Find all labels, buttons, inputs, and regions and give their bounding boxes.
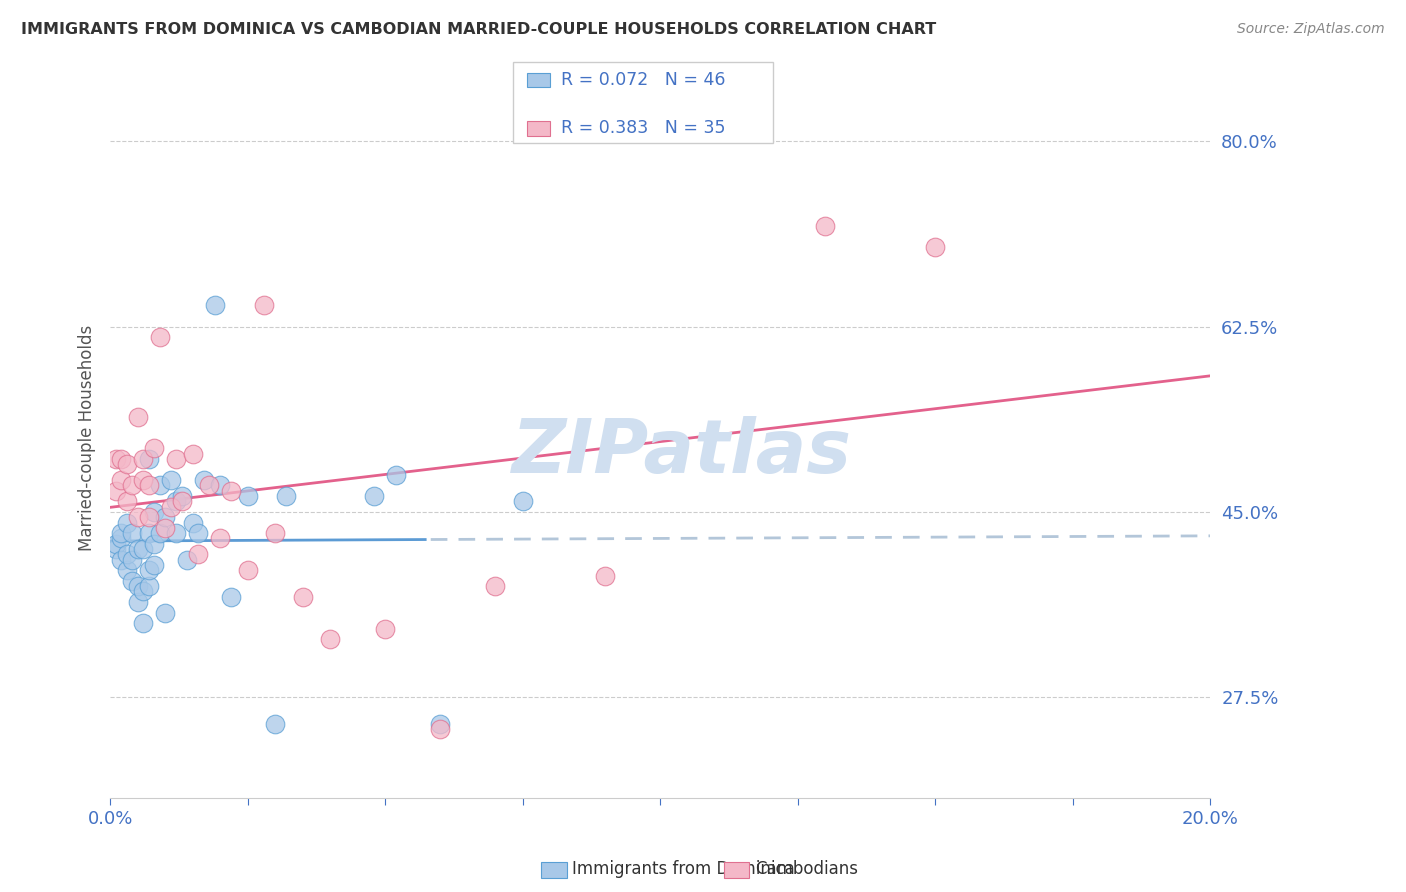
Point [165, 526, 187, 541]
Point [924, 240, 946, 254]
Point [593, 568, 616, 582]
Point [143, 442, 166, 456]
Point [127, 595, 149, 609]
Point [236, 489, 259, 503]
Point [143, 558, 166, 572]
Point [429, 717, 451, 731]
Point [204, 298, 226, 312]
Point [138, 526, 160, 541]
Point [104, 452, 127, 467]
Point [110, 552, 132, 566]
Point [236, 563, 259, 577]
Point [115, 494, 138, 508]
Point [127, 510, 149, 524]
Point [153, 606, 176, 620]
Point [138, 510, 160, 524]
Point [127, 542, 149, 557]
Point [193, 473, 215, 487]
Point [187, 547, 209, 561]
Text: Source: ZipAtlas.com: Source: ZipAtlas.com [1237, 22, 1385, 37]
Point [104, 537, 127, 551]
Point [429, 723, 451, 737]
Point [110, 532, 132, 546]
Point [115, 457, 138, 471]
Point [276, 489, 298, 503]
Point [159, 473, 181, 487]
Point [138, 579, 160, 593]
Point [165, 452, 187, 467]
Point [127, 579, 149, 593]
Point [143, 505, 166, 519]
Point [132, 542, 155, 557]
Point [121, 552, 143, 566]
Point [110, 473, 132, 487]
Point [153, 510, 176, 524]
Point [132, 452, 155, 467]
Point [115, 563, 138, 577]
Point [181, 516, 204, 530]
Point [219, 483, 242, 498]
Point [176, 552, 198, 566]
Point [170, 494, 193, 508]
Point [363, 489, 385, 503]
Text: Cambodians: Cambodians [755, 860, 858, 878]
Point [138, 563, 160, 577]
Point [181, 447, 204, 461]
Point [121, 526, 143, 541]
Point [121, 574, 143, 588]
Point [121, 478, 143, 492]
Point [159, 500, 181, 514]
Point [132, 473, 155, 487]
Point [149, 330, 172, 344]
Text: R = 0.072   N = 46: R = 0.072 N = 46 [561, 71, 725, 89]
Point [319, 632, 342, 647]
Point [264, 717, 287, 731]
Point [264, 526, 287, 541]
Point [253, 298, 276, 312]
Point [187, 526, 209, 541]
Point [110, 526, 132, 541]
Point [512, 494, 534, 508]
Point [138, 478, 160, 492]
Point [127, 409, 149, 424]
Point [138, 452, 160, 467]
Point [814, 219, 837, 233]
Point [209, 532, 232, 546]
Text: R = 0.383   N = 35: R = 0.383 N = 35 [561, 120, 725, 137]
Point [132, 616, 155, 631]
Point [143, 537, 166, 551]
Point [104, 483, 127, 498]
Point [385, 467, 408, 482]
Point [219, 590, 242, 604]
Point [149, 478, 172, 492]
Point [209, 478, 232, 492]
Text: IMMIGRANTS FROM DOMINICA VS CAMBODIAN MARRIED-COUPLE HOUSEHOLDS CORRELATION CHAR: IMMIGRANTS FROM DOMINICA VS CAMBODIAN MA… [21, 22, 936, 37]
Point [291, 590, 314, 604]
Point [110, 452, 132, 467]
Y-axis label: Married-couple Households: Married-couple Households [79, 325, 96, 551]
Text: Immigrants from Dominica: Immigrants from Dominica [572, 860, 794, 878]
Point [132, 584, 155, 599]
Point [165, 494, 187, 508]
Point [484, 579, 506, 593]
Point [374, 622, 396, 636]
Point [115, 547, 138, 561]
Point [149, 526, 172, 541]
Text: ZIPatlas: ZIPatlas [512, 416, 852, 489]
Point [198, 478, 221, 492]
Point [104, 542, 127, 557]
Point [153, 521, 176, 535]
Point [115, 516, 138, 530]
Point [170, 489, 193, 503]
